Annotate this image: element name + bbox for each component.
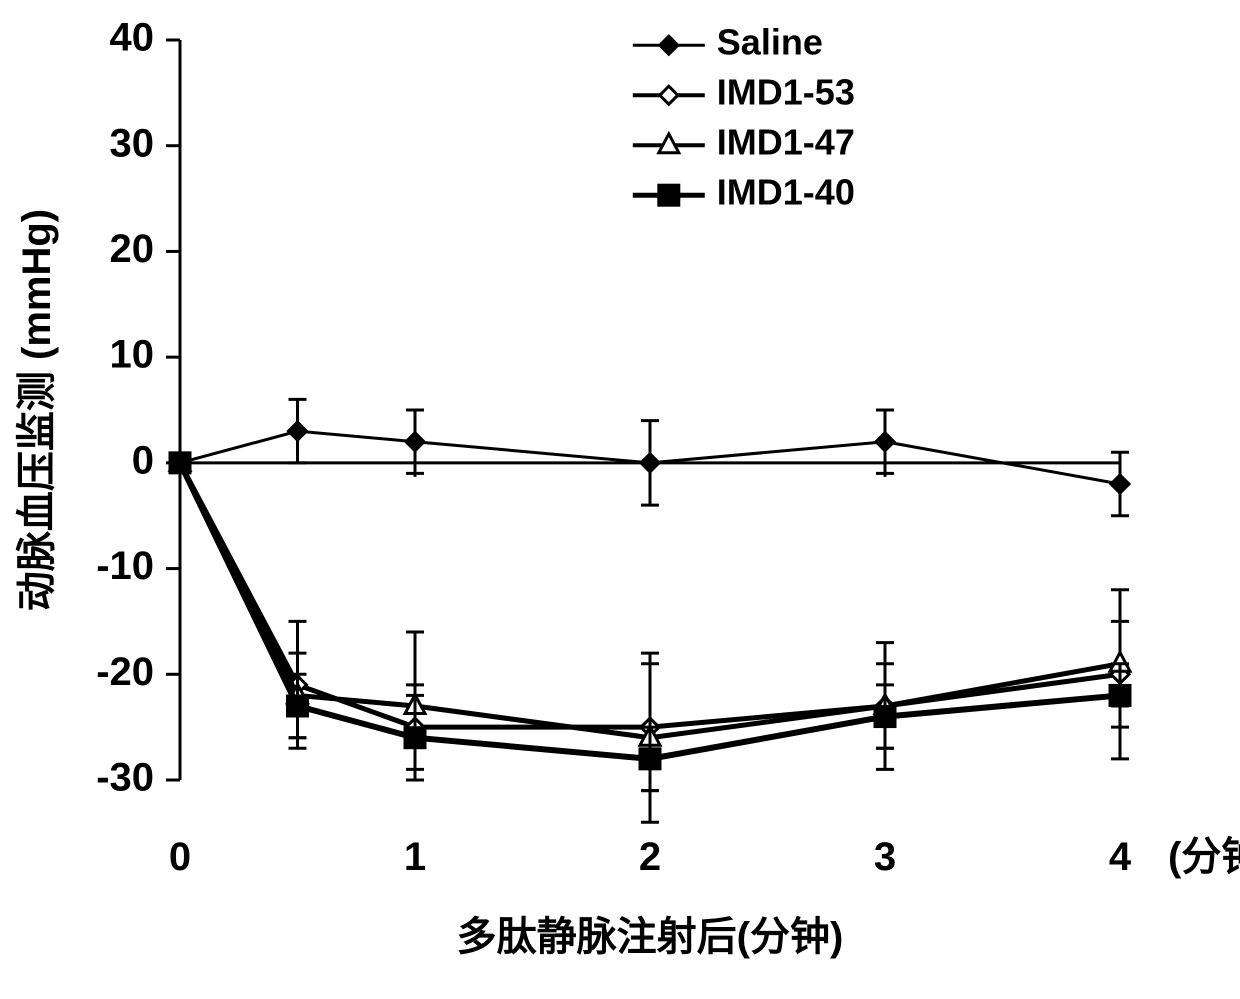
legend-label: IMD1-40 [717, 172, 855, 213]
series-marker [288, 696, 308, 716]
y-tick-label: -20 [96, 650, 154, 694]
y-tick-label: 10 [110, 333, 155, 377]
legend-label: IMD1-53 [717, 72, 855, 113]
chart-container: -30 -20 -10 0 10 20 30 40 0 1 2 3 4 (分钟) 动脉血压监测 (mmHg)… [0, 0, 1240, 999]
series-marker [875, 707, 895, 727]
series-marker [405, 728, 425, 748]
y-axis-title: 动脉血压监测 (mmHg) [15, 209, 59, 611]
x-tick-label: 0 [169, 835, 191, 879]
line-chart: -30 -20 -10 0 10 20 30 40 0 1 2 3 4 (分钟) 动脉血压监测 (mmHg)… [0, 0, 1240, 999]
legend-label: IMD1-47 [717, 122, 855, 163]
y-tick-label: 30 [110, 121, 155, 165]
y-tick-label: -10 [96, 544, 154, 588]
x-tick-label: 1 [404, 835, 426, 879]
y-tick-label: 0 [132, 438, 154, 482]
x-tick-label: 4 [1109, 835, 1132, 879]
x-tick-label: 3 [874, 835, 896, 879]
y-tick-label: -30 [96, 756, 154, 800]
series-marker [1110, 685, 1130, 705]
x-unit-suffix: (分钟) [1168, 835, 1240, 879]
series-marker [170, 453, 190, 473]
legend-marker [659, 185, 679, 205]
x-axis-title: 多肽静脉注射后(分钟) [457, 915, 844, 959]
legend-label: Saline [717, 22, 823, 63]
y-tick-label: 40 [110, 16, 155, 60]
x-tick-label: 2 [639, 835, 661, 879]
series-marker [640, 749, 660, 769]
y-tick-label: 20 [110, 227, 155, 271]
